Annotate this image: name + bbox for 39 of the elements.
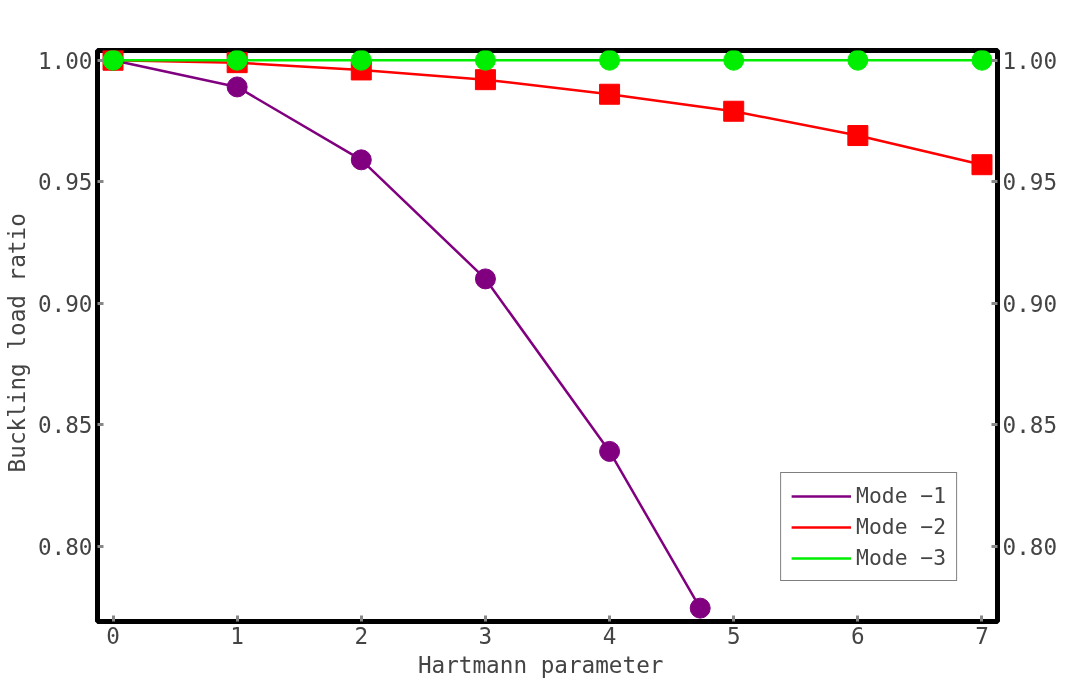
y2-tick-label: 1.00 [1002,47,1058,74]
point [723,100,745,122]
point [599,50,621,71]
y-tick-label: 0.90 [37,290,93,317]
point [847,50,869,71]
x-tick-label: 1 [230,622,244,649]
point [474,268,496,290]
point [350,50,372,71]
point [599,440,621,462]
point [599,83,621,105]
point [971,50,993,71]
x-tick-label: 6 [851,622,865,649]
point [723,50,745,71]
legend-label: Mode −1 [856,483,946,508]
x-tick-label: 2 [354,622,369,649]
x-tick-label: 3 [478,622,493,649]
y2-tick-label: 0.90 [1002,290,1058,317]
y-tick-label: 0.80 [37,533,93,560]
x-tick-label: 4 [602,622,617,649]
y-axis-title: Buckling load ratio [3,213,30,473]
x-tick-label: 7 [975,622,989,649]
legend-label: Mode −3 [856,545,946,570]
point [971,154,993,176]
y2-tick-label: 0.80 [1002,533,1058,560]
legend-label: Mode −2 [856,514,946,539]
x-tick-label: 0 [106,622,120,649]
y2-tick-label: 0.85 [1002,412,1058,439]
y2-tick-label: 0.95 [1002,169,1058,196]
y-tick-label: 1.00 [37,47,93,74]
point [689,597,711,619]
x-axis-title: Hartmann parameter [417,651,664,678]
y-tick-label: 0.85 [37,412,93,439]
point [474,69,496,91]
x-tick-label: 5 [726,622,741,649]
point [226,76,248,98]
point [350,149,372,171]
point [474,50,496,71]
y-tick-label: 0.95 [37,169,93,196]
point [847,125,869,147]
